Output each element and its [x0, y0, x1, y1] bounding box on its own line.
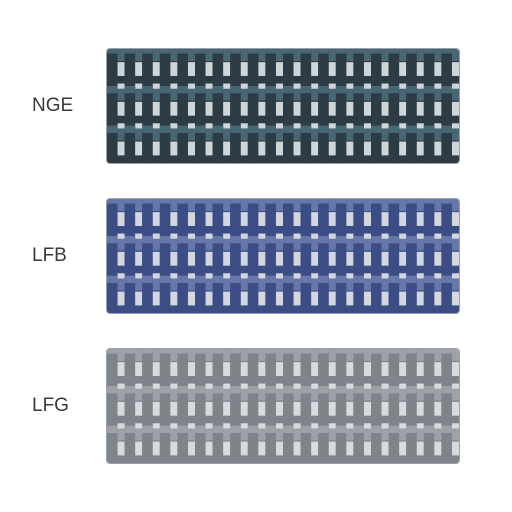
- swatch-label: LFB: [32, 246, 90, 267]
- swatch-row: LFG: [32, 348, 460, 464]
- swatch-preview: [106, 48, 460, 164]
- swatch-row: NGE: [32, 48, 460, 164]
- swatch-label: NGE: [32, 96, 90, 117]
- swatch-preview: [106, 348, 460, 464]
- swatch-row: LFB: [32, 198, 460, 314]
- swatch-preview: [106, 198, 460, 314]
- swatch-label: LFG: [32, 396, 90, 417]
